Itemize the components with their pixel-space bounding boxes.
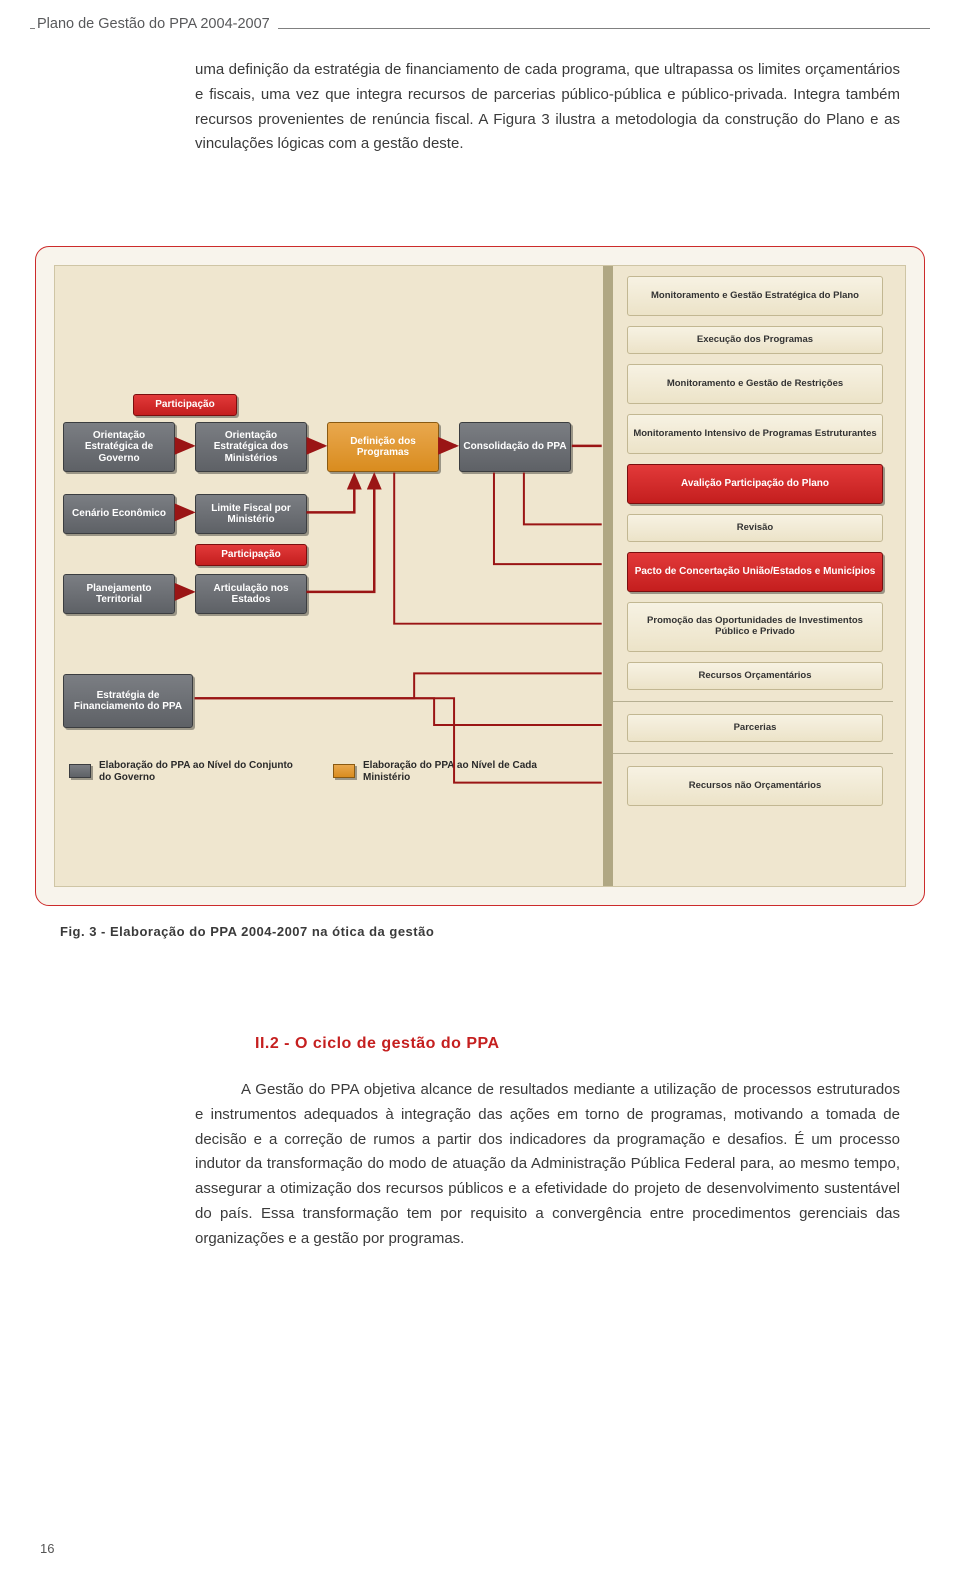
right-sep (613, 701, 893, 702)
participacao-tag-1: Participação (133, 394, 237, 416)
legend-text-1: Elaboração do PPA ao Nível do Conjunto d… (99, 760, 299, 784)
def-prog-box: Definição dos Programas (327, 422, 439, 472)
right-box-5: Avalição Participação do Plano (627, 464, 883, 504)
right-box-1: Monitoramento e Gestão Estratégica do Pl… (627, 276, 883, 316)
legend-swatch-gray (69, 764, 91, 778)
document-page: Plano de Gestão do PPA 2004-2007 uma def… (0, 0, 960, 1588)
body-paragraph: A Gestão do PPA objetiva alcance de resu… (195, 1078, 900, 1251)
legend-text-2: Elaboração do PPA ao Nível de Cada Minis… (363, 760, 563, 784)
legend-swatch-orange (333, 764, 355, 778)
right-sep (613, 753, 893, 754)
intro-paragraph: uma definição da estratégia de financiam… (195, 58, 900, 157)
participacao-tag-2: Participação (195, 544, 307, 566)
right-box-3: Monitoramento e Gestão de Restrições (627, 364, 883, 404)
orient-gov-box: Orientação Estratégica de Governo (63, 422, 175, 472)
section-body: A Gestão do PPA objetiva alcance de resu… (195, 1078, 900, 1251)
right-box-4: Monitoramento Intensivo de Programas Est… (627, 414, 883, 454)
articulacao-box: Articulação nos Estados (195, 574, 307, 614)
estrategia-fin-box: Estratégia de Financiamento do PPA (63, 674, 193, 728)
planejamento-box: Planejamento Territorial (63, 574, 175, 614)
figure-caption: Fig. 3 - Elaboração do PPA 2004-2007 na … (60, 924, 434, 939)
right-box-7: Pacto de Concertação União/Estados e Mun… (627, 552, 883, 592)
page-number: 16 (40, 1541, 54, 1556)
right-box-8: Promoção das Oportunidades de Investimen… (627, 602, 883, 652)
right-box-2: Execução dos Programas (627, 326, 883, 354)
figure-panel: Monitoramento e Gestão Estratégica do Pl… (54, 265, 906, 887)
page-header: Plano de Gestão do PPA 2004-2007 (30, 18, 930, 46)
orient-min-box: Orientação Estratégica dos Ministérios (195, 422, 307, 472)
consol-box: Consolidação do PPA (459, 422, 571, 472)
limite-box: Limite Fiscal por Ministério (195, 494, 307, 534)
right-box-10: Parcerias (627, 714, 883, 742)
right-box-11: Recursos não Orçamentários (627, 766, 883, 806)
header-title: Plano de Gestão do PPA 2004-2007 (35, 16, 278, 32)
figure-frame: Monitoramento e Gestão Estratégica do Pl… (35, 246, 925, 906)
section-heading: II.2 - O ciclo de gestão do PPA (255, 1035, 500, 1053)
vertical-divider (603, 266, 613, 886)
right-box-9: Recursos Orçamentários (627, 662, 883, 690)
cenario-box: Cenário Econômico (63, 494, 175, 534)
right-box-6: Revisão (627, 514, 883, 542)
